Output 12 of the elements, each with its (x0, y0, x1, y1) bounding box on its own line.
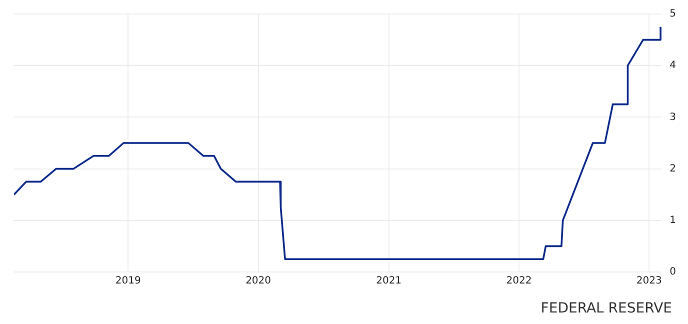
y-tick-label: 0 (670, 266, 676, 278)
x-tick-label: 2019 (115, 276, 141, 287)
y-tick-label: 3 (670, 112, 676, 123)
y-tick-label: 5 (670, 8, 676, 20)
x-tick-label: 2020 (246, 276, 272, 287)
x-tick-label: 2021 (376, 276, 402, 287)
x-tick-label: 2023 (636, 276, 662, 287)
text: FEDERAL RESERVE (540, 300, 672, 317)
x-tick-label: 2022 (506, 276, 532, 287)
y-tick-label: 1 (670, 214, 676, 226)
y-tick-label: 2 (670, 163, 676, 174)
y-tick-label: 4 (670, 60, 676, 72)
